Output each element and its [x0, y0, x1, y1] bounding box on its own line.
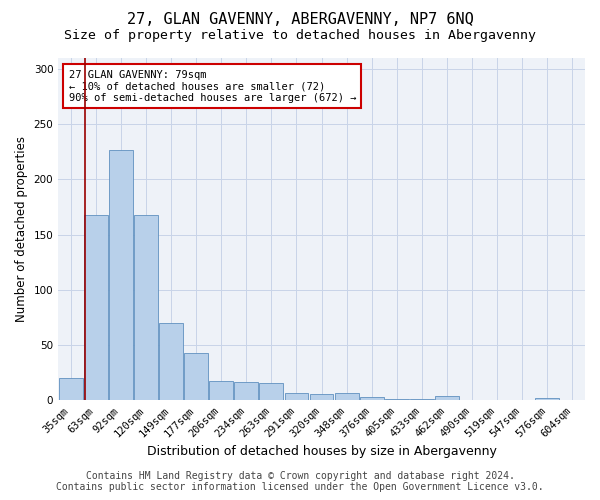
Bar — [310, 394, 334, 400]
Text: 27 GLAN GAVENNY: 79sqm
← 10% of detached houses are smaller (72)
90% of semi-det: 27 GLAN GAVENNY: 79sqm ← 10% of detached… — [69, 70, 356, 102]
Bar — [360, 397, 383, 400]
Bar — [235, 382, 258, 400]
Bar — [259, 383, 283, 400]
Bar — [435, 396, 459, 400]
Bar — [159, 323, 183, 400]
Bar — [284, 393, 308, 400]
Bar — [184, 353, 208, 401]
Bar — [84, 214, 108, 400]
Bar — [134, 214, 158, 400]
Bar — [59, 378, 83, 400]
Text: 27, GLAN GAVENNY, ABERGAVENNY, NP7 6NQ: 27, GLAN GAVENNY, ABERGAVENNY, NP7 6NQ — [127, 12, 473, 28]
Text: Contains HM Land Registry data © Crown copyright and database right 2024.
Contai: Contains HM Land Registry data © Crown c… — [56, 471, 544, 492]
Bar — [535, 398, 559, 400]
Bar — [209, 380, 233, 400]
X-axis label: Distribution of detached houses by size in Abergavenny: Distribution of detached houses by size … — [146, 444, 497, 458]
Bar — [109, 150, 133, 400]
Text: Size of property relative to detached houses in Abergavenny: Size of property relative to detached ho… — [64, 29, 536, 42]
Bar — [335, 393, 359, 400]
Y-axis label: Number of detached properties: Number of detached properties — [15, 136, 28, 322]
